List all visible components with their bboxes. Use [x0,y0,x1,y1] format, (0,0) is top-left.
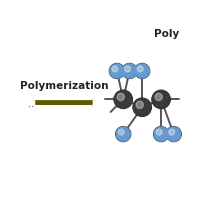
Circle shape [168,130,174,135]
Circle shape [153,127,167,142]
Circle shape [116,94,124,101]
Circle shape [121,64,136,79]
Circle shape [114,91,132,109]
Circle shape [124,67,130,73]
Circle shape [132,99,151,117]
Circle shape [133,99,150,116]
Circle shape [134,64,149,79]
Circle shape [118,130,124,135]
Circle shape [155,130,161,135]
Circle shape [152,91,169,109]
Circle shape [151,91,169,109]
Circle shape [114,91,131,109]
Circle shape [109,64,123,79]
Circle shape [153,127,168,142]
Circle shape [135,102,143,109]
Circle shape [115,127,130,142]
Circle shape [154,94,162,101]
Circle shape [115,127,130,142]
Circle shape [166,127,180,142]
Circle shape [165,127,180,142]
Text: Poly: Poly [153,29,178,39]
Circle shape [134,64,149,79]
Circle shape [109,64,124,79]
Circle shape [136,67,142,73]
Circle shape [122,64,136,79]
Circle shape [111,67,117,73]
Text: Polymerization: Polymerization [20,81,108,90]
Text: ..: .. [28,98,33,108]
